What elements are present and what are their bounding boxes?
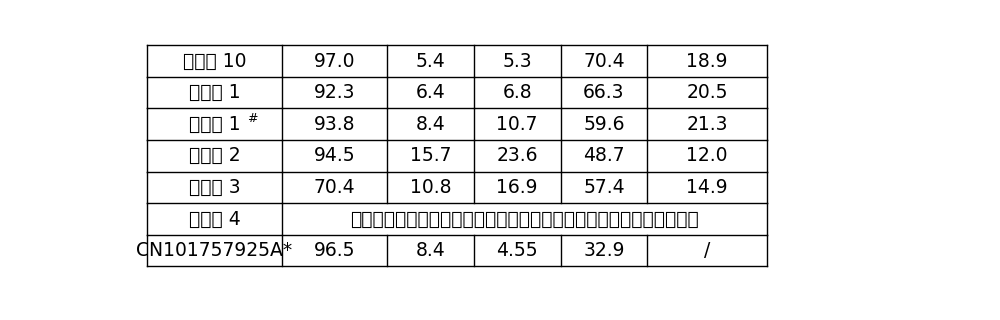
Text: 57.4: 57.4	[583, 178, 625, 197]
Text: 5.3: 5.3	[502, 52, 532, 71]
Text: #: #	[247, 112, 258, 125]
Text: 10.7: 10.7	[496, 115, 538, 134]
Text: 20.5: 20.5	[686, 83, 728, 102]
Text: 32.9: 32.9	[583, 241, 625, 260]
Text: 59.6: 59.6	[583, 115, 625, 134]
Text: 比较例 1: 比较例 1	[189, 115, 240, 134]
Text: 8.4: 8.4	[415, 241, 445, 260]
Text: 6.4: 6.4	[415, 83, 445, 102]
Text: 70.4: 70.4	[583, 52, 625, 71]
Text: 70.4: 70.4	[314, 178, 355, 197]
Text: 15.7: 15.7	[410, 146, 451, 165]
Text: 12.0: 12.0	[686, 146, 728, 165]
Text: 比较例 4: 比较例 4	[189, 210, 240, 228]
Text: /: /	[704, 241, 710, 260]
Text: 比较例 2: 比较例 2	[189, 146, 240, 165]
Text: 97.0: 97.0	[314, 52, 355, 71]
Text: 5.4: 5.4	[415, 52, 445, 71]
Text: 14.9: 14.9	[686, 178, 728, 197]
Text: 8.4: 8.4	[415, 115, 445, 134]
Text: 94.5: 94.5	[314, 146, 355, 165]
Text: 93.8: 93.8	[314, 115, 355, 134]
Text: CN101757925A*: CN101757925A*	[136, 241, 293, 260]
Text: 23.6: 23.6	[496, 146, 538, 165]
Text: 18.9: 18.9	[686, 52, 728, 71]
Text: 10.8: 10.8	[410, 178, 451, 197]
Text: 比较例 3: 比较例 3	[189, 178, 240, 197]
Text: 16.9: 16.9	[496, 178, 538, 197]
Text: 96.5: 96.5	[314, 241, 355, 260]
Text: 催化剂活性高放热严重难控制在正常的反应条件下，没有得到正常数据: 催化剂活性高放热严重难控制在正常的反应条件下，没有得到正常数据	[350, 210, 699, 228]
Text: 实施例 10: 实施例 10	[183, 52, 246, 71]
Text: 21.3: 21.3	[686, 115, 728, 134]
Text: 66.3: 66.3	[583, 83, 625, 102]
Text: 6.8: 6.8	[502, 83, 532, 102]
Text: 92.3: 92.3	[314, 83, 355, 102]
Text: 比较例 1: 比较例 1	[189, 83, 240, 102]
Text: 4.55: 4.55	[496, 241, 538, 260]
Text: 48.7: 48.7	[583, 146, 625, 165]
